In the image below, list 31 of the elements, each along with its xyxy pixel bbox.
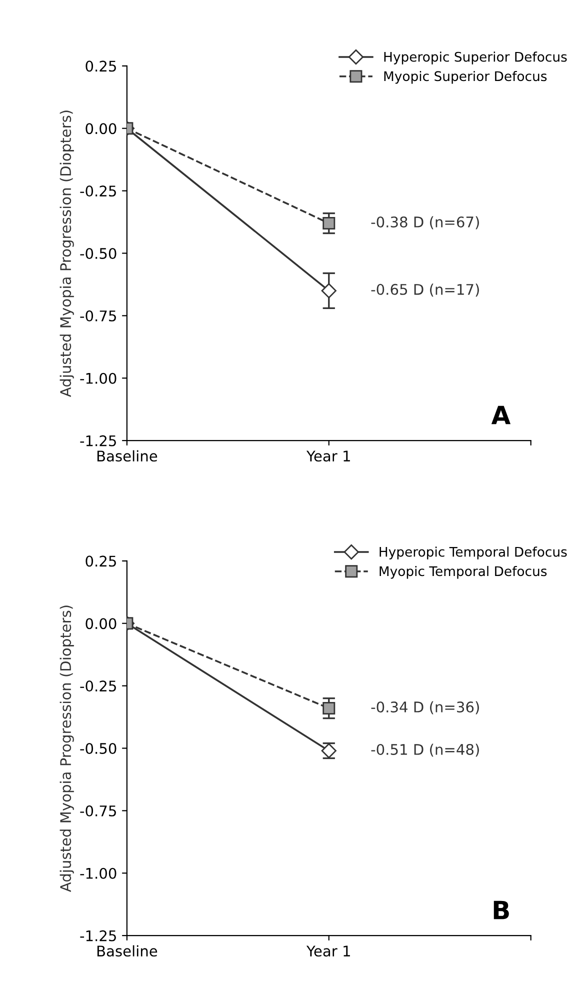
y-axis-title: Adjusted Myopia Progression (Diopters): [60, 110, 74, 397]
x-tick-label: Baseline: [97, 450, 158, 462]
x-tick-label: Year 1: [306, 946, 350, 957]
y-tick-label: -0.25: [80, 680, 116, 692]
annotation: -0.51 D (n=48): [371, 744, 479, 757]
annotation: A: [491, 406, 511, 424]
y-tick-label: -0.75: [80, 805, 116, 816]
y-tick-label: -0.75: [80, 310, 116, 322]
annotation: B: [494, 900, 509, 920]
annotation: -0.34 D (n=36): [371, 701, 479, 714]
y-tick-label: -0.25: [80, 186, 116, 197]
y-tick-label: 0.00: [86, 123, 116, 134]
y-tick-label: -0.50: [80, 248, 116, 259]
point: [321, 283, 336, 298]
legend-label: Myopic Temporal Defocus: [380, 566, 547, 579]
annotation: -0.65 D (n=17): [371, 284, 479, 297]
y-tick-label: -1.00: [80, 868, 116, 879]
x-tick-label: Year 1: [306, 450, 350, 462]
y-tick-label: -1.25: [80, 930, 116, 942]
y-tick-label: 0.25: [86, 556, 116, 567]
legend-label: Hyperopic Superior Defocus: [384, 52, 567, 64]
y-axis-title: Adjusted Myopia Progression (Diopters): [60, 606, 74, 892]
y-tick-label: 0.00: [86, 618, 116, 630]
x-tick-label: Baseline: [97, 945, 158, 957]
legend-label: Myopic Superior Defocus: [384, 70, 547, 84]
legend-label: Hyperopic Temporal Defocus: [380, 546, 567, 560]
y-tick-label: -0.50: [80, 742, 116, 754]
y-tick-label: 0.25: [86, 60, 116, 72]
y-tick-label: -1.25: [80, 435, 116, 446]
annotation: -0.38 D (n=67): [371, 216, 479, 230]
y-tick-label: -1.00: [80, 372, 116, 384]
